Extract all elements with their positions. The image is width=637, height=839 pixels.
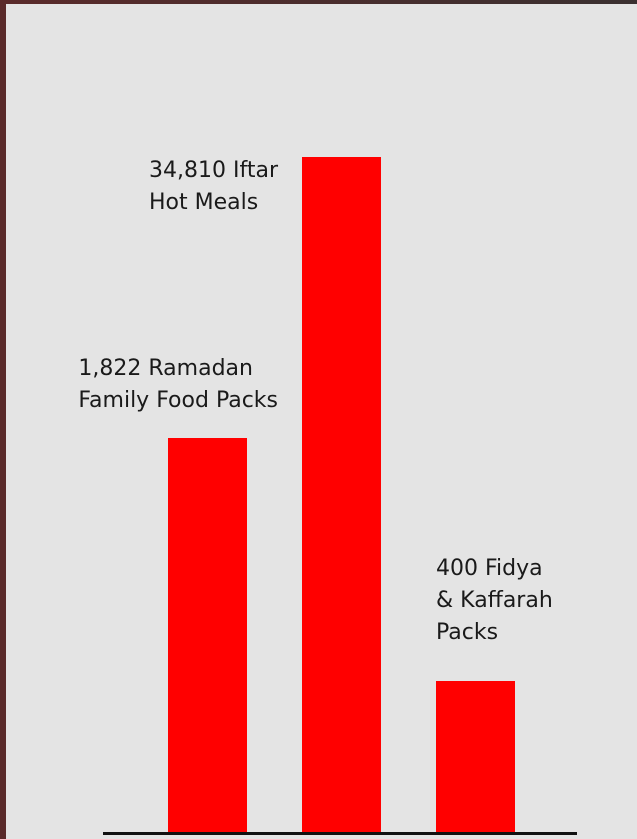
label-line: & Kaffarah	[436, 585, 553, 617]
bar	[302, 157, 381, 834]
bar	[168, 438, 247, 834]
baseline	[103, 832, 577, 835]
label-line: Packs	[436, 617, 553, 649]
page: 1,822 RamadanFamily Food Packs 34,810 If…	[0, 0, 637, 839]
label-line: 400 Fidya	[436, 553, 553, 585]
label-line: Family Food Packs	[78, 385, 278, 417]
label-line: 34,810 Iftar	[149, 155, 278, 187]
label-line: 1,822 Ramadan	[78, 353, 278, 385]
bar	[436, 681, 515, 834]
label-line: Hot Meals	[149, 187, 278, 219]
